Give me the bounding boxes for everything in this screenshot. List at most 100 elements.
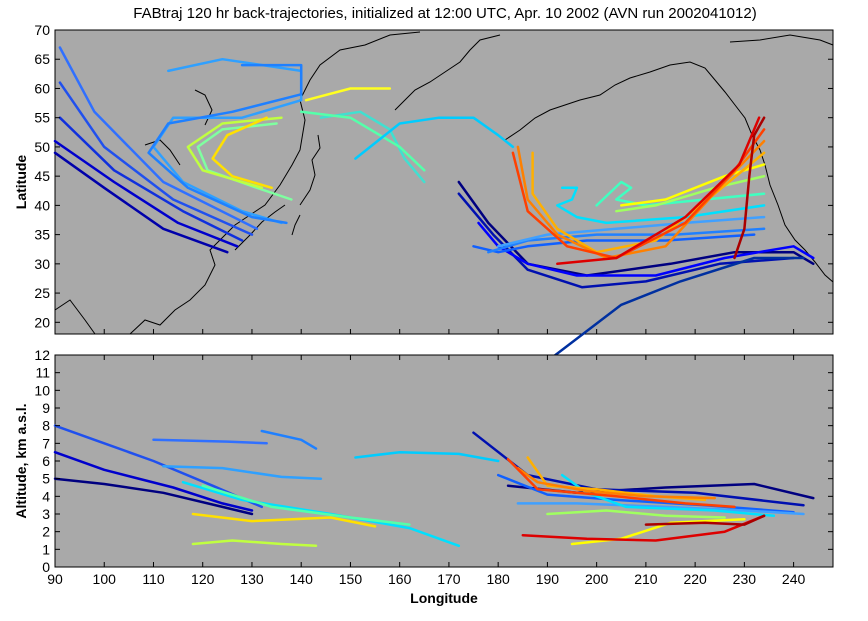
trajectory-line bbox=[304, 87, 392, 102]
y-tick-label: 12 bbox=[34, 347, 50, 363]
longitude-label: Longitude bbox=[410, 590, 478, 606]
y-tick-label: 45 bbox=[34, 168, 50, 184]
coastline-segment bbox=[729, 34, 834, 46]
trajectory-line bbox=[496, 215, 766, 248]
x-tick-label: 240 bbox=[782, 571, 806, 587]
coastline-segment bbox=[299, 134, 321, 206]
longitude-ticks: 90 100 110 120 130 140 150 160 170 180 190 200 210 22… bbox=[47, 329, 806, 587]
y-tick-label: 20 bbox=[34, 314, 50, 330]
x-tick-label: 160 bbox=[388, 571, 412, 587]
coastlines bbox=[54, 31, 834, 335]
y-tick-label: 70 bbox=[34, 22, 50, 38]
y-tick-label: 5 bbox=[42, 471, 50, 487]
y-tick-label: 25 bbox=[34, 285, 50, 301]
x-tick-label: 150 bbox=[339, 571, 363, 587]
x-tick-label: 180 bbox=[486, 571, 510, 587]
trajectory-line bbox=[152, 438, 268, 445]
trajectory-line bbox=[186, 116, 283, 190]
trajectory-line bbox=[615, 174, 766, 213]
x-tick-label: 220 bbox=[683, 571, 707, 587]
x-tick-label: 200 bbox=[585, 571, 609, 587]
trajectory-line bbox=[556, 186, 766, 225]
trajectory-line bbox=[354, 116, 515, 160]
x-tick-label: 100 bbox=[93, 571, 117, 587]
trajectory-line bbox=[506, 457, 736, 509]
trajectory-line bbox=[58, 116, 244, 242]
y-tick-label: 10 bbox=[34, 382, 50, 398]
trajectory-line bbox=[260, 429, 318, 450]
x-tick-label: 230 bbox=[733, 571, 757, 587]
trajectory-line bbox=[147, 63, 303, 225]
trajectory-line bbox=[570, 518, 746, 546]
trajectory-line bbox=[733, 116, 766, 260]
x-tick-label: 130 bbox=[240, 571, 264, 587]
y-tick-label: 7 bbox=[42, 435, 50, 451]
trajectory-line bbox=[551, 256, 805, 359]
trajectory-line bbox=[521, 514, 766, 542]
coastline-segment bbox=[394, 34, 501, 111]
map-plot-area bbox=[54, 29, 834, 335]
trajectory-line bbox=[53, 450, 254, 512]
y-tick-label: 30 bbox=[34, 256, 50, 272]
y-tick-label: 40 bbox=[34, 197, 50, 213]
y-tick-label: 65 bbox=[34, 51, 50, 67]
trajectory-line bbox=[201, 484, 411, 526]
trajectory-line bbox=[191, 512, 377, 528]
trajectory-line bbox=[546, 509, 726, 519]
trajectory-line bbox=[354, 450, 500, 463]
trajectory-line bbox=[457, 192, 795, 289]
x-tick-label: 210 bbox=[634, 571, 658, 587]
y-tick-label: 3 bbox=[42, 506, 50, 522]
trajectory-line bbox=[556, 116, 761, 266]
x-tick-label: 110 bbox=[142, 571, 165, 587]
x-tick-label: 170 bbox=[437, 571, 461, 587]
coastline-segment bbox=[291, 214, 301, 236]
altitude-trajectories bbox=[53, 424, 815, 548]
x-tick-label: 140 bbox=[290, 571, 314, 587]
coastline-segment bbox=[144, 139, 181, 166]
y-tick-label: 2 bbox=[42, 524, 50, 540]
trajectory-line bbox=[211, 116, 273, 190]
x-tick-label: 90 bbox=[47, 571, 63, 587]
y-tick-label: 0 bbox=[42, 559, 50, 575]
coastline-segment bbox=[234, 204, 286, 251]
coastline-segment bbox=[54, 299, 96, 335]
y-tick-label: 50 bbox=[34, 139, 50, 155]
y-tick-label: 35 bbox=[34, 227, 50, 243]
y-tick-label: 55 bbox=[34, 110, 50, 126]
trajectory-line bbox=[477, 221, 815, 277]
latitude-label: Latitude bbox=[13, 155, 29, 210]
trajectory-line bbox=[58, 46, 259, 231]
y-tick-label: 9 bbox=[42, 400, 50, 416]
coastline-segment bbox=[129, 31, 421, 335]
trajectory-line bbox=[53, 139, 239, 248]
trajectory-line bbox=[299, 110, 426, 172]
y-tick-label: 4 bbox=[42, 488, 50, 504]
altitude-label: Altitude, km a.s.l. bbox=[13, 403, 29, 518]
x-tick-label: 120 bbox=[191, 571, 215, 587]
map-trajectories bbox=[53, 46, 815, 359]
map-panel: 20 25 30 35 40 45 50 55 60 65 70 Latitude bbox=[13, 22, 834, 359]
altitude-plot-area bbox=[54, 354, 834, 568]
y-tick-label: 8 bbox=[42, 418, 50, 434]
trajectory-line bbox=[162, 465, 323, 480]
y-tick-label: 11 bbox=[35, 365, 50, 381]
trajectory-line bbox=[53, 151, 229, 254]
trajectory-line bbox=[457, 180, 815, 277]
trajectory-line bbox=[53, 477, 254, 516]
trajectory-line bbox=[191, 539, 318, 548]
y-tick-label: 1 bbox=[42, 541, 50, 557]
trajectory-line bbox=[644, 514, 766, 526]
trajectory-line bbox=[319, 110, 426, 184]
trajectory-line bbox=[516, 502, 805, 516]
trajectory-line bbox=[58, 81, 254, 236]
x-tick-label: 190 bbox=[536, 571, 560, 587]
trajectory-line bbox=[487, 227, 766, 254]
trajectory-line bbox=[516, 466, 717, 500]
latitude-ticks: 20 25 30 35 40 45 50 55 60 65 70 bbox=[34, 22, 833, 330]
chart-title: FABtraj 120 hr back-trajectories, initia… bbox=[133, 5, 756, 22]
y-tick-label: 60 bbox=[34, 80, 50, 96]
